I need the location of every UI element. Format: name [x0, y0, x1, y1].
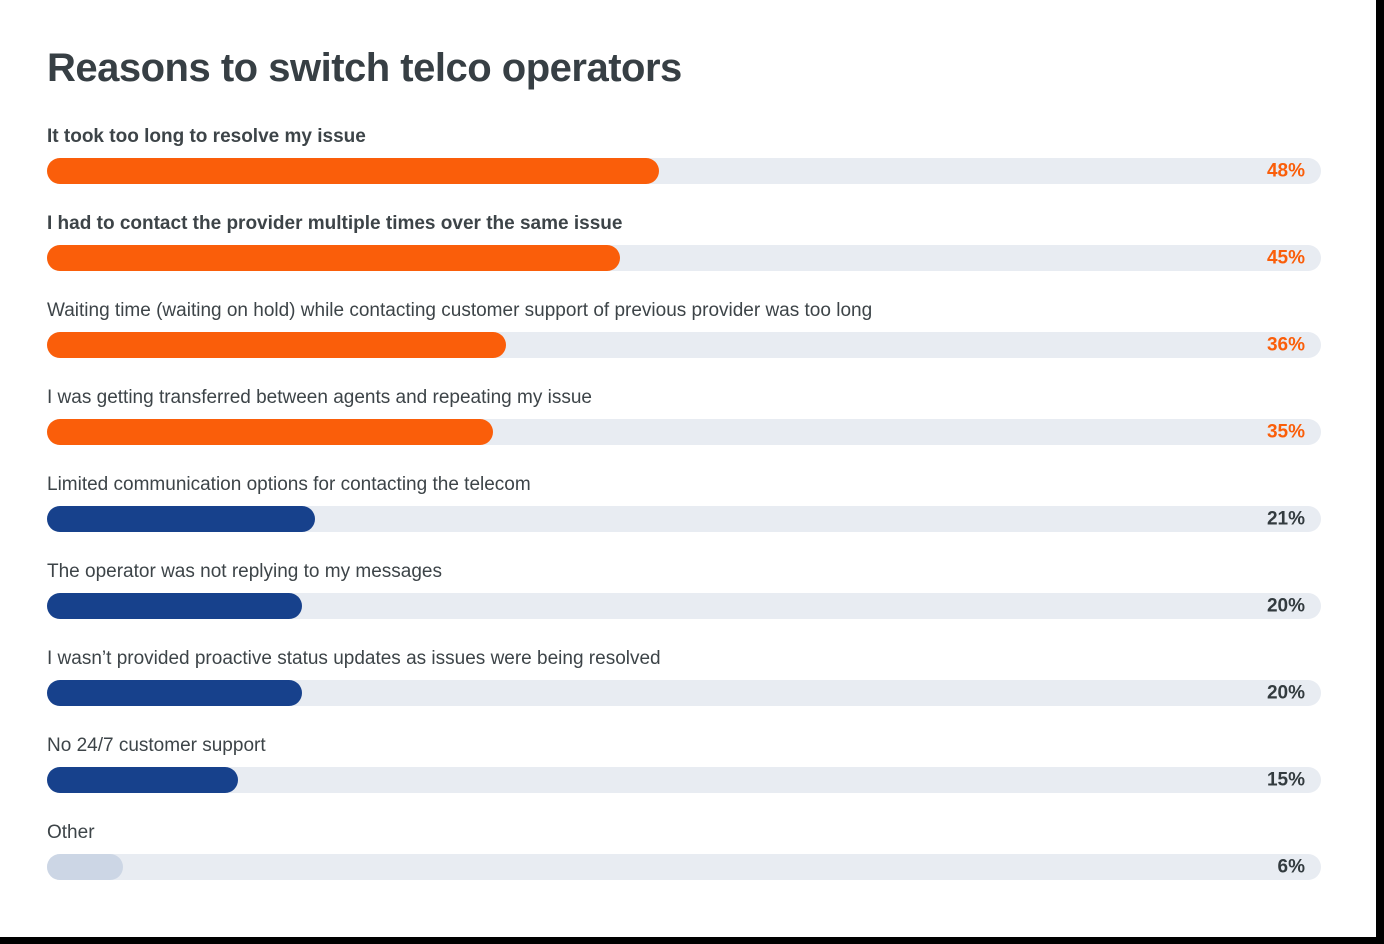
bar-track: 36%: [47, 332, 1321, 358]
bar-track: 20%: [47, 680, 1321, 706]
bar-row: I was getting transferred between agents…: [47, 386, 1321, 445]
bar-fill: [47, 419, 493, 445]
bar-fill: [47, 506, 315, 532]
bar-fill: [47, 245, 621, 271]
bar-label: Waiting time (waiting on hold) while con…: [47, 300, 873, 321]
bar-track: 48%: [47, 158, 1321, 184]
bar-track: 15%: [47, 767, 1321, 793]
bar-value: 45%: [1266, 247, 1305, 269]
bar-label: Other: [47, 822, 95, 843]
bar-row: Waiting time (waiting on hold) while con…: [47, 299, 1321, 358]
bar-label: I was getting transferred between agents…: [47, 387, 592, 408]
bar-row: Other 6%: [47, 821, 1321, 880]
bar-row: No 24/7 customer support 15%: [47, 734, 1321, 793]
bar-value: 20%: [1266, 595, 1305, 617]
bar-row: I had to contact the provider multiple t…: [47, 212, 1321, 271]
bar-value: 20%: [1266, 682, 1305, 704]
bar-label: The operator was not replying to my mess…: [47, 561, 442, 582]
bar-row: Limited communication options for contac…: [47, 473, 1321, 532]
bar-value: 48%: [1266, 160, 1305, 182]
bar-value: 15%: [1266, 769, 1305, 791]
bar-fill: [47, 332, 506, 358]
bar-fill: [47, 767, 239, 793]
bar-row: I wasn’t provided proactive status updat…: [47, 647, 1321, 706]
bar-row: It took too long to resolve my issue 48%: [47, 125, 1321, 184]
bar-label: I wasn’t provided proactive status updat…: [47, 648, 661, 669]
bar-value: 36%: [1266, 334, 1305, 356]
bar-fill: [47, 158, 659, 184]
bar-label: I had to contact the provider multiple t…: [47, 213, 623, 234]
bar-track: 45%: [47, 245, 1321, 271]
bar-track: 35%: [47, 419, 1321, 445]
bar-row: The operator was not replying to my mess…: [47, 560, 1321, 619]
bar-fill: [47, 593, 302, 619]
bar-label: It took too long to resolve my issue: [47, 126, 366, 147]
bar-track: 21%: [47, 506, 1321, 532]
chart-title: Reasons to switch telco operators: [47, 46, 682, 90]
bar-label: Limited communication options for contac…: [47, 474, 531, 495]
bar-value: 6%: [1277, 856, 1305, 878]
bar-track: 6%: [47, 854, 1321, 880]
bar-fill: [47, 680, 302, 706]
bar-fill: [47, 854, 124, 880]
bar-track: 20%: [47, 593, 1321, 619]
bar-value: 35%: [1266, 421, 1305, 443]
bar-label: No 24/7 customer support: [47, 735, 266, 756]
bar-value: 21%: [1266, 508, 1305, 530]
